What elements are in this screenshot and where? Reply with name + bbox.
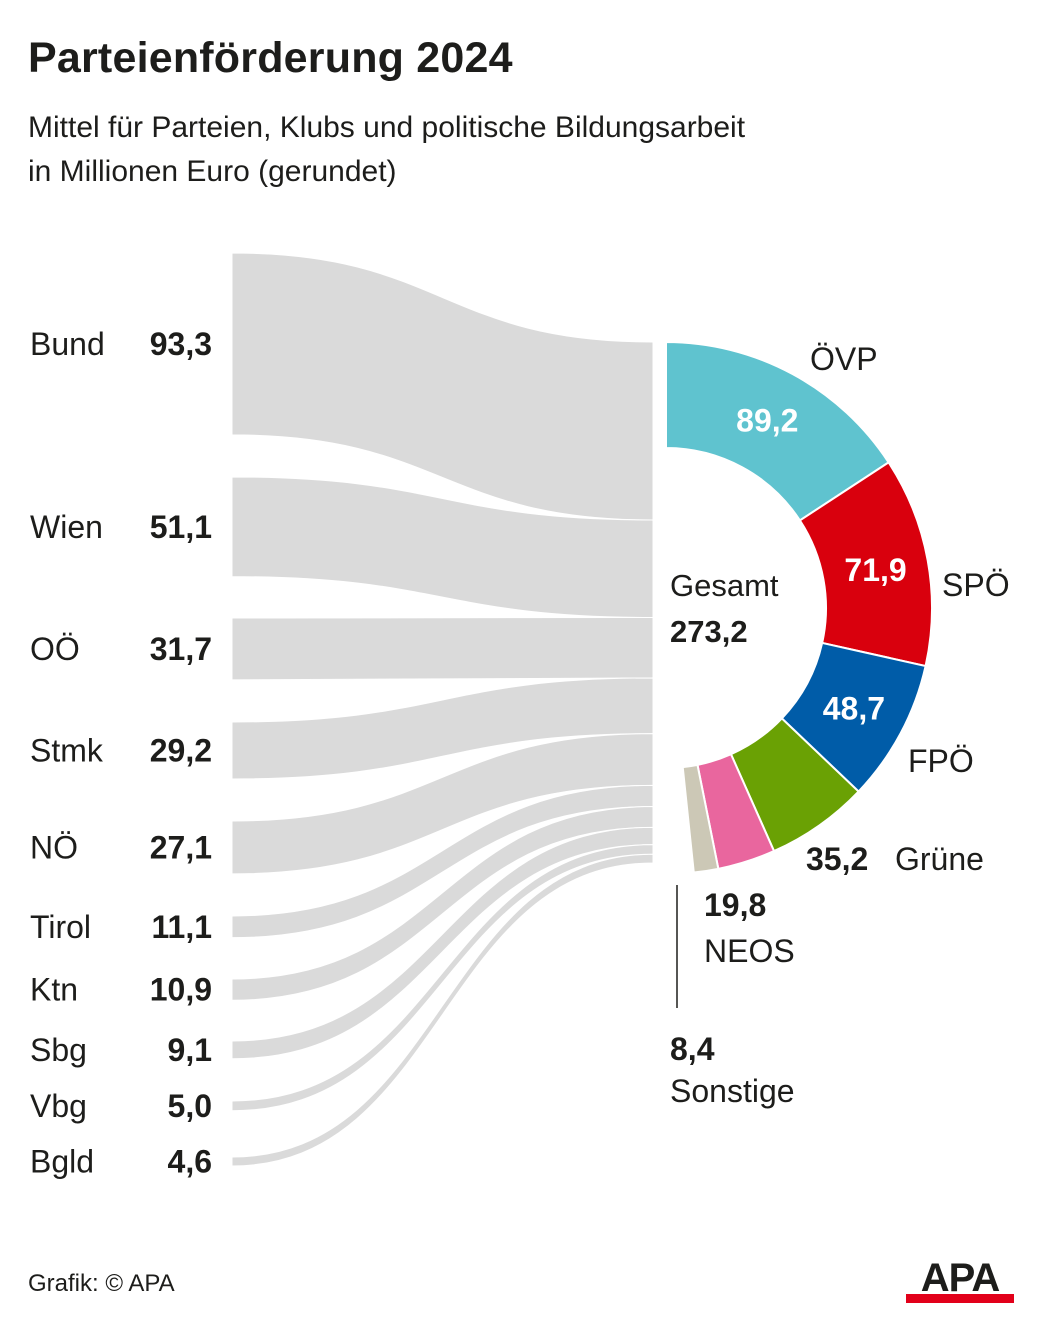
source-value-stmk: 29,2: [150, 732, 212, 768]
source-value-bgld: 4,6: [168, 1143, 212, 1179]
source-name-bgld: Bgld: [30, 1143, 94, 1179]
source-name-bund: Bund: [30, 326, 105, 362]
arc-name-sonstige: Sonstige: [670, 1073, 795, 1109]
source-value-oo: 31,7: [150, 631, 212, 667]
source-value-no: 27,1: [150, 829, 212, 865]
arc-value-sonstige: 8,4: [670, 1031, 715, 1067]
total-label: Gesamt 273,2: [670, 568, 779, 649]
source-value-tirol: 11,1: [151, 909, 212, 945]
footer-credit: Grafik: © APA: [28, 1270, 175, 1297]
party-arc: [665, 340, 933, 874]
apa-logo: APA: [906, 1258, 1014, 1303]
subtitle-line-2: in Millionen Euro (gerundet): [28, 155, 397, 188]
source-name-sbg: Sbg: [30, 1032, 87, 1068]
party-labels: 89,2 71,9 48,7 ÖVP SPÖ FPÖ 35,2 Grüne 19,8 NEOS 8,…: [670, 341, 1010, 1109]
arc-segment-sonstige: [681, 763, 720, 874]
arc-name-neos: NEOS: [704, 933, 795, 969]
chart-title: Parteienförderung 2024: [28, 34, 513, 82]
source-name-stmk: Stmk: [30, 732, 104, 768]
source-value-vbg: 5,0: [168, 1088, 212, 1124]
flow-band-bgld: [231, 853, 654, 1167]
flow-band-oo: [231, 616, 654, 681]
subtitle-line-1: Mittel für Parteien, Klubs und politisch…: [28, 111, 746, 144]
source-name-tirol: Tirol: [30, 909, 91, 945]
chart-subtitle: Mittel für Parteien, Klubs und politisch…: [28, 106, 745, 194]
arc-value-spo: 71,9: [844, 552, 906, 588]
source-name-oo: OÖ: [30, 631, 80, 667]
arc-value-ovp: 89,2: [736, 403, 798, 439]
total-value: 273,2: [670, 614, 748, 649]
total-caption: Gesamt: [670, 568, 779, 603]
flow-bands: [231, 252, 654, 1167]
arc-value-grune: 35,2: [806, 841, 868, 877]
source-name-vbg: Vbg: [30, 1088, 87, 1124]
source-value-sbg: 9,1: [168, 1032, 212, 1068]
arc-name-spo: SPÖ: [942, 567, 1010, 603]
arc-name-ovp: ÖVP: [810, 341, 878, 377]
source-name-wien: Wien: [30, 509, 103, 545]
source-value-wien: 51,1: [150, 509, 212, 545]
source-value-ktn: 10,9: [150, 972, 212, 1008]
source-value-bund: 93,3: [150, 326, 212, 362]
arc-value-fpo: 48,7: [823, 690, 885, 726]
source-labels: Bund 93,3 Wien 51,1 OÖ 31,7 Stmk 29,2 NÖ 27,1 Tiro…: [30, 326, 212, 1180]
arc-name-grune: Grüne: [895, 841, 984, 877]
arc-name-fpo: FPÖ: [908, 743, 974, 779]
source-name-ktn: Ktn: [30, 972, 78, 1008]
apa-logo-bar: [906, 1294, 1014, 1303]
arc-value-neos: 19,8: [704, 887, 766, 923]
apa-logo-text: APA: [921, 1258, 1000, 1300]
source-name-no: NÖ: [30, 829, 78, 865]
